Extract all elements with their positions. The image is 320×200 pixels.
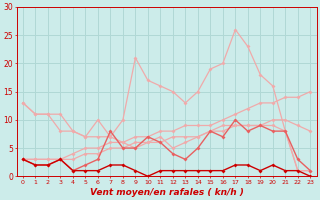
X-axis label: Vent moyen/en rafales ( kn/h ): Vent moyen/en rafales ( kn/h ) [90,188,244,197]
